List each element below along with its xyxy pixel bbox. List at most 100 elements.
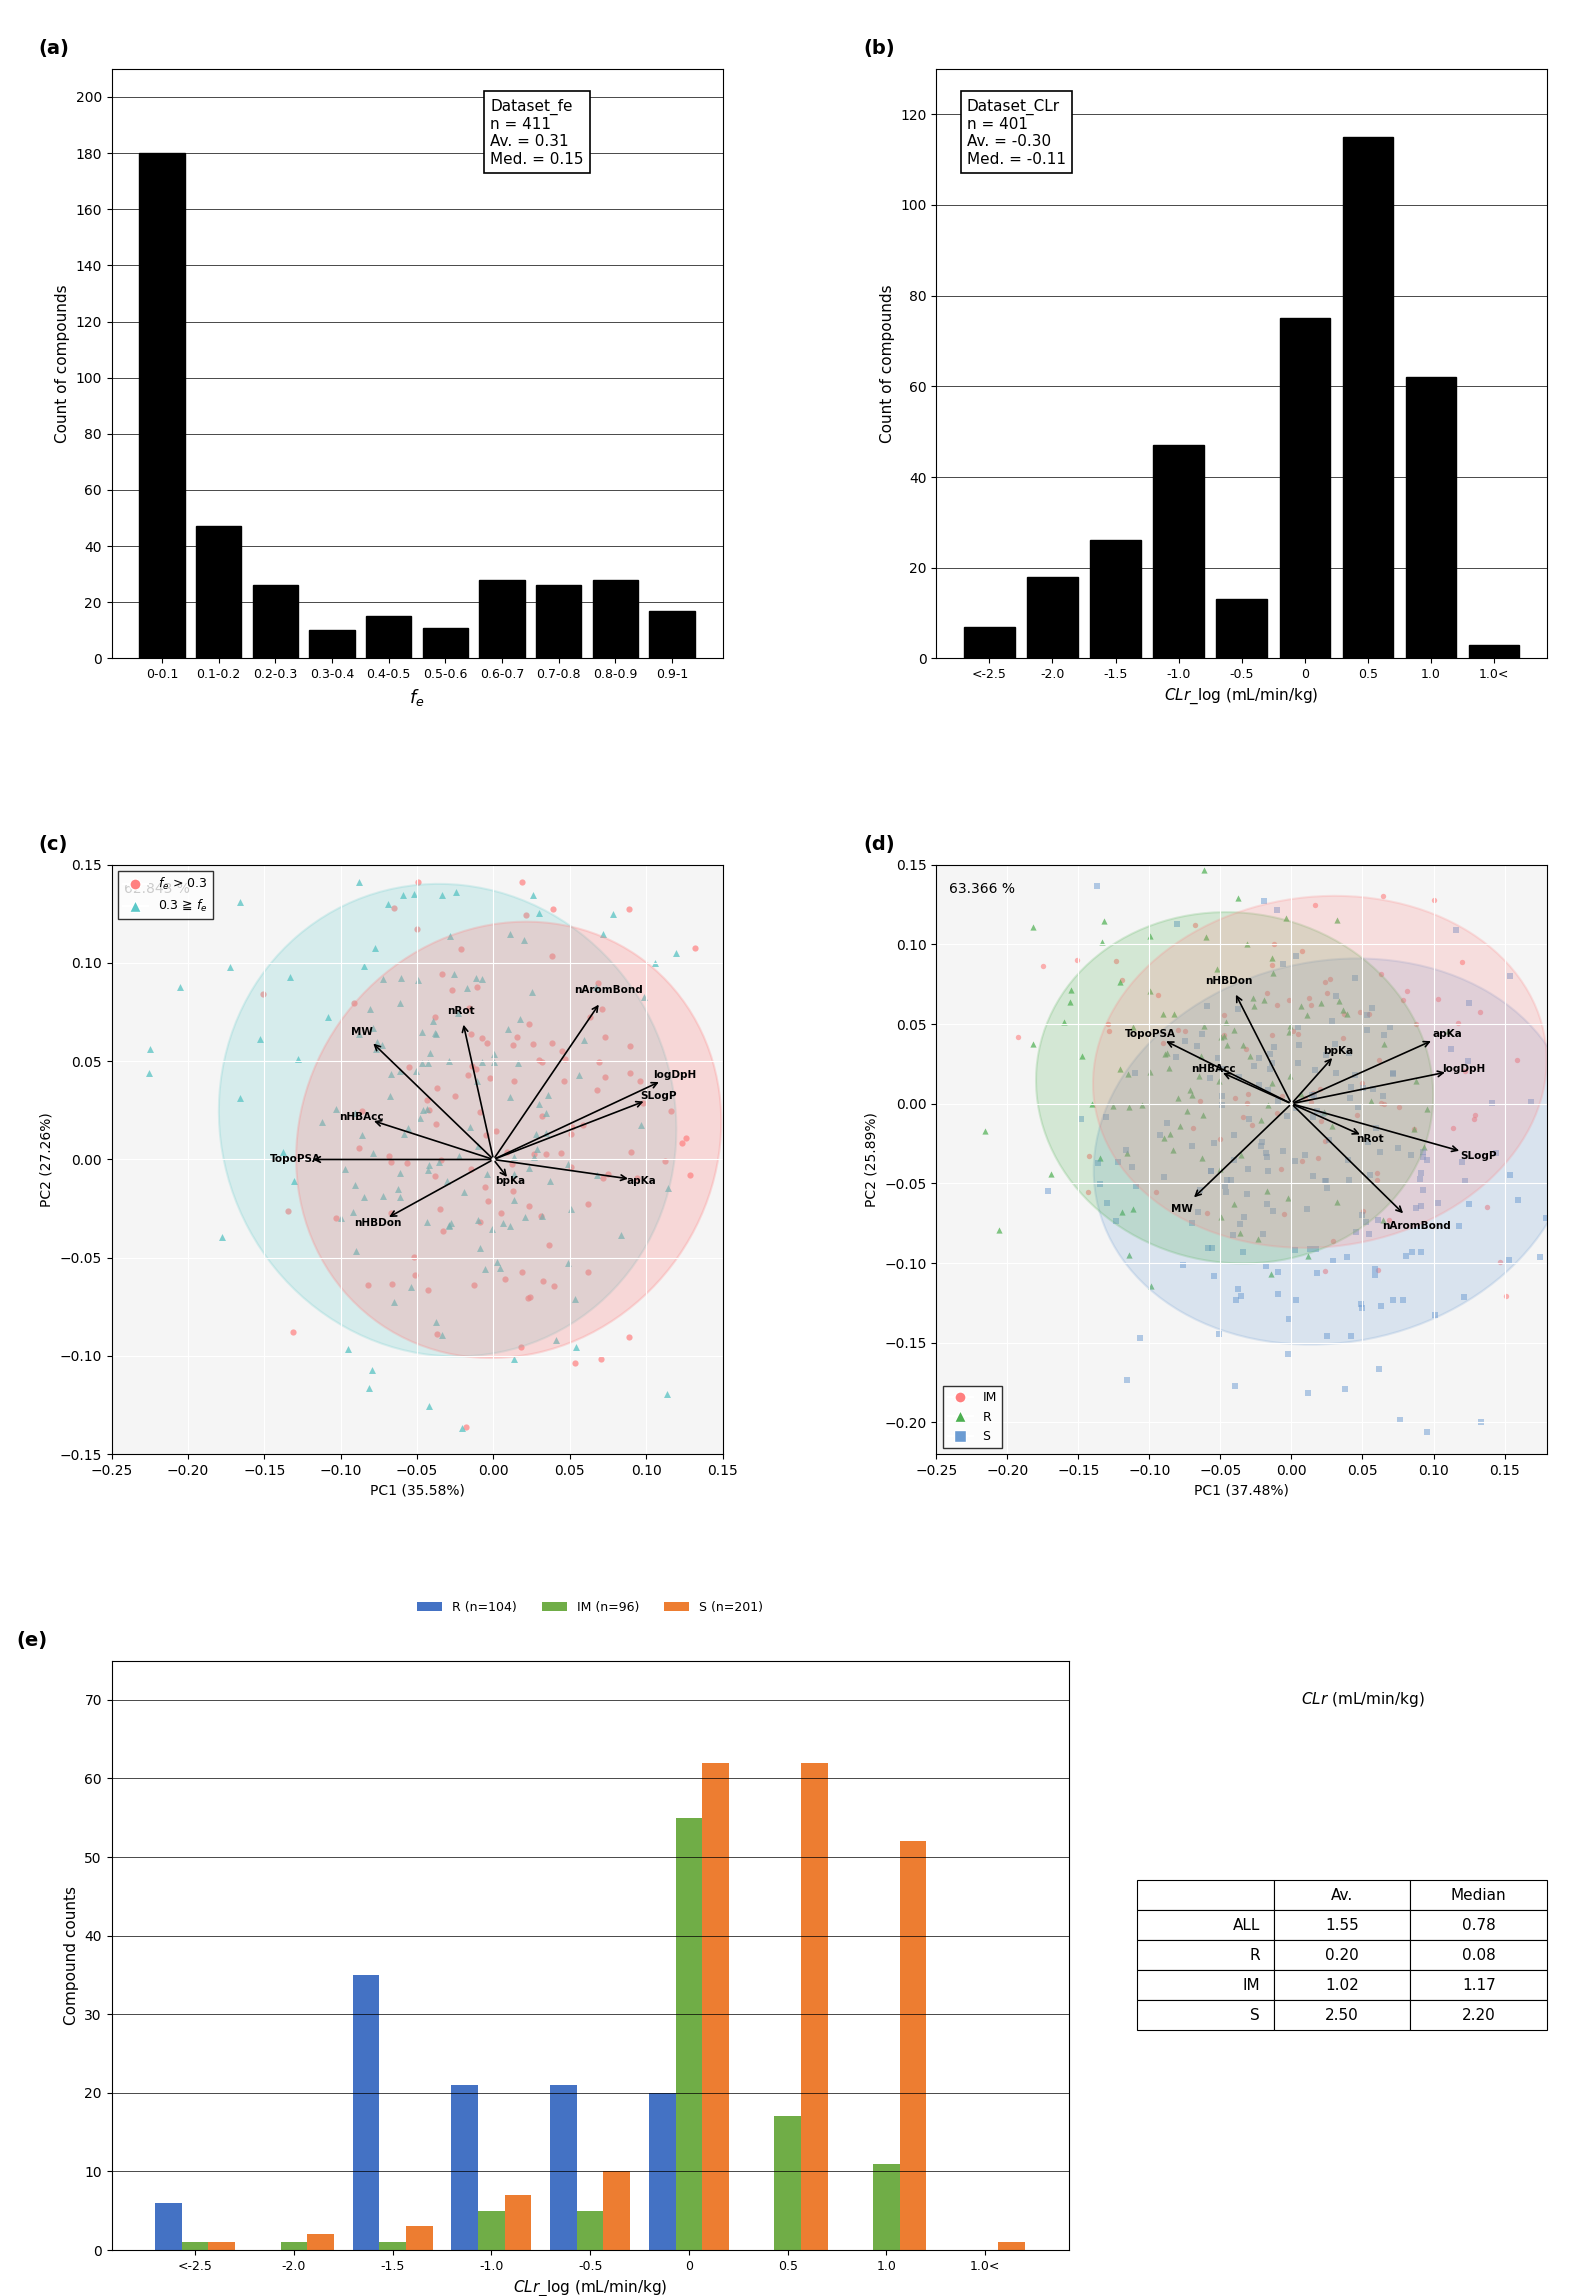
Point — [364, 1024, 389, 1061]
Point — [1362, 1256, 1388, 1293]
Point — [1451, 1279, 1477, 1316]
Point — [560, 1109, 585, 1146]
Point — [528, 1199, 553, 1235]
Text: nRot: nRot — [447, 1006, 474, 1015]
Point — [351, 1180, 376, 1217]
Point — [552, 1040, 577, 1077]
Point — [1400, 1111, 1426, 1148]
Ellipse shape — [1037, 912, 1434, 1263]
Point — [1402, 1111, 1428, 1148]
Point — [1298, 1084, 1324, 1120]
Bar — [801, 1763, 828, 2250]
Point — [1349, 1290, 1375, 1327]
Point — [1533, 1199, 1558, 1235]
Point — [1214, 1162, 1239, 1199]
Point — [652, 1143, 678, 1180]
Point — [1190, 1015, 1215, 1052]
Point — [404, 1052, 429, 1088]
Point — [1453, 1162, 1479, 1199]
Point — [526, 1086, 552, 1123]
Text: bpKa: bpKa — [1324, 1047, 1354, 1056]
Point — [1260, 955, 1286, 992]
Point — [1372, 1017, 1397, 1054]
Point — [1308, 1102, 1333, 1139]
Point — [1337, 1035, 1362, 1072]
Point — [1116, 1235, 1142, 1272]
Point — [1179, 1077, 1204, 1114]
Point — [530, 1097, 555, 1134]
Point — [522, 1139, 547, 1176]
Point — [1349, 1196, 1375, 1233]
Point — [538, 1164, 563, 1201]
Point — [1276, 983, 1302, 1019]
Point — [378, 1143, 404, 1180]
Point — [1227, 1205, 1252, 1242]
Point — [1128, 1320, 1153, 1357]
Point — [415, 1272, 440, 1309]
Point — [536, 1077, 561, 1114]
Point — [136, 1054, 161, 1091]
Point — [1123, 1166, 1148, 1203]
Point — [1211, 1017, 1236, 1054]
Point — [676, 1157, 702, 1194]
Point — [410, 1045, 435, 1081]
Point — [1231, 1233, 1257, 1270]
Point — [447, 1139, 472, 1176]
Point — [555, 1244, 581, 1281]
Point — [341, 840, 367, 877]
Point — [1356, 996, 1381, 1033]
Point — [346, 863, 372, 900]
Bar — [1469, 645, 1520, 659]
Point — [506, 1045, 531, 1081]
Point — [1137, 974, 1163, 1010]
Text: nAromBond: nAromBond — [574, 985, 643, 994]
Text: nAromBond: nAromBond — [1383, 1221, 1451, 1231]
Point — [986, 1212, 1011, 1249]
Point — [1286, 1026, 1311, 1063]
Point — [1198, 1153, 1223, 1189]
Point — [341, 1166, 367, 1203]
Point — [1408, 1155, 1434, 1192]
Point — [1137, 1054, 1163, 1091]
Point — [1386, 1088, 1412, 1125]
Point — [1228, 1137, 1254, 1173]
Text: nHBDon: nHBDon — [354, 1219, 402, 1228]
Point — [584, 969, 609, 1006]
Point — [1268, 1150, 1294, 1187]
Point — [1172, 1022, 1198, 1058]
Point — [1324, 1054, 1349, 1091]
Point — [1298, 1077, 1324, 1114]
Point — [1456, 985, 1482, 1022]
Text: (a): (a) — [38, 39, 69, 57]
Point — [1364, 1162, 1389, 1199]
Point — [416, 1093, 442, 1130]
Point — [504, 1017, 530, 1054]
Y-axis label: Count of compounds: Count of compounds — [880, 285, 895, 443]
Point — [137, 1031, 163, 1068]
Point — [1413, 1414, 1439, 1451]
Point — [388, 985, 413, 1022]
Point — [1376, 1201, 1402, 1238]
Ellipse shape — [1093, 895, 1547, 1247]
Point — [464, 969, 490, 1006]
Point — [440, 971, 466, 1008]
Bar — [963, 627, 1014, 659]
Point — [530, 1199, 555, 1235]
Point — [1155, 1104, 1180, 1141]
Point — [415, 1091, 440, 1127]
Point — [1404, 1189, 1429, 1226]
Text: apKa: apKa — [627, 1176, 657, 1185]
Point — [1219, 1162, 1244, 1199]
Point — [1436, 1013, 1461, 1049]
Point — [514, 833, 539, 870]
Point — [1281, 1013, 1306, 1049]
Point — [435, 1162, 461, 1199]
Point — [459, 1150, 485, 1187]
Point — [1404, 1063, 1429, 1100]
Point — [437, 918, 463, 955]
Point — [378, 1194, 404, 1231]
Point — [501, 1182, 526, 1219]
Point — [1399, 1137, 1424, 1173]
Point — [349, 1116, 375, 1153]
Point — [370, 960, 396, 996]
